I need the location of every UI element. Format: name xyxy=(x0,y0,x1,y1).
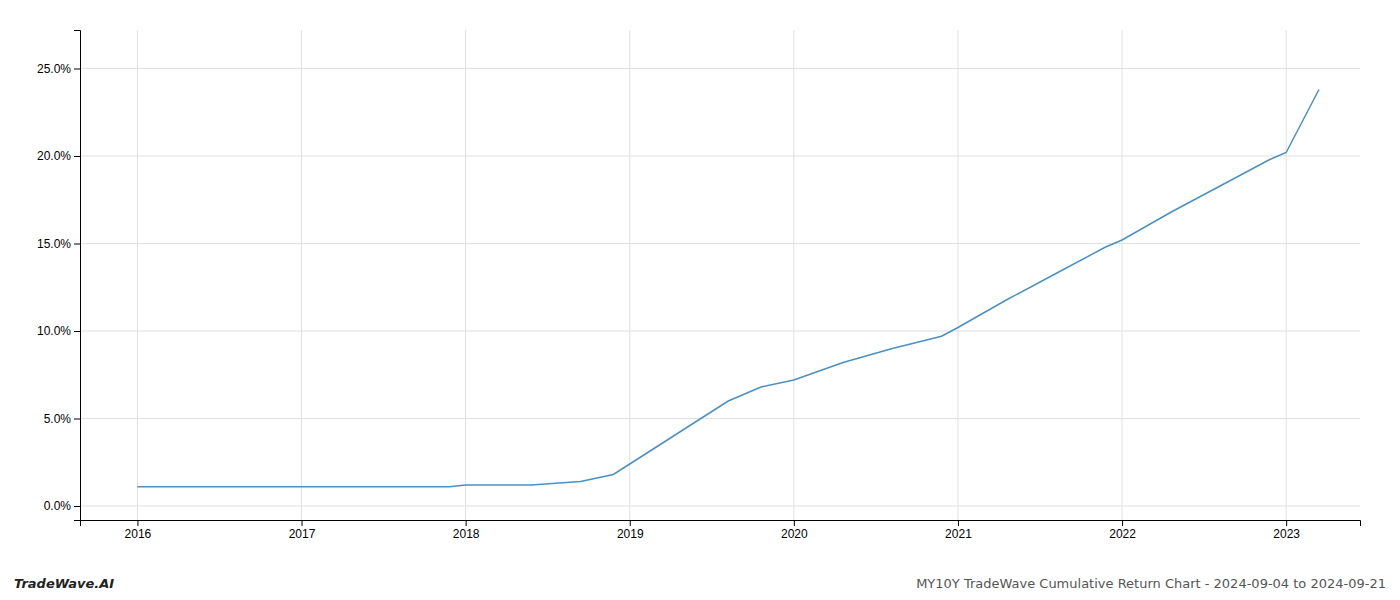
y-tick-label: 25.0% xyxy=(37,62,71,76)
y-tick-mark xyxy=(74,419,80,420)
y-grid-line xyxy=(80,331,1360,332)
y-tick-label: 5.0% xyxy=(44,412,72,426)
line xyxy=(137,90,1319,487)
x-grid-line xyxy=(301,30,302,520)
x-tick-mark xyxy=(302,520,303,526)
y-tick-label: 15.0% xyxy=(37,237,71,251)
y-grid-line xyxy=(80,506,1360,507)
y-axis: 0.0% 5.0% 10.0% 15.0% 20.0% 25.0% xyxy=(37,31,81,521)
marks xyxy=(137,90,1319,487)
x-tick-label: 2022 xyxy=(1109,527,1136,541)
x-tick-mark xyxy=(958,520,959,526)
x-tick-label: 2018 xyxy=(453,527,480,541)
chart-container: 2016 2017 2018 2019 2020 2021 2022 2023 0.0% 5.0%… xyxy=(0,0,1400,600)
x-axis: 2016 2017 2018 2019 2020 2021 2022 2023 xyxy=(81,520,1361,541)
x-grid-line xyxy=(137,30,138,520)
x-grid-line xyxy=(1122,30,1123,520)
x-tick-mark xyxy=(794,520,795,526)
x-tick-label: 2016 xyxy=(125,527,152,541)
x-tick-mark xyxy=(137,520,138,526)
y-tick-mark xyxy=(74,506,80,507)
x-tick-mark xyxy=(466,520,467,526)
footer-right: MY10Y TradeWave Cumulative Return Chart … xyxy=(916,576,1386,591)
x-tick: 2021 xyxy=(945,520,972,541)
chart-svg: 2016 2017 2018 2019 2020 2021 2022 2023 0.0% 5.0%… xyxy=(0,0,1400,600)
x-grid-line xyxy=(957,30,958,520)
y-axis-line xyxy=(74,31,81,521)
y-tick-mark xyxy=(74,244,80,245)
y-grid-line xyxy=(80,418,1360,419)
x-tick: 2020 xyxy=(781,520,808,541)
plot-area: 2016 2017 2018 2019 2020 2021 2022 2023 0.0% 5.0%… xyxy=(37,30,1361,541)
y-tick-label: 20.0% xyxy=(37,149,71,163)
x-tick: 2023 xyxy=(1273,520,1300,541)
y-tick-mark xyxy=(74,331,80,332)
x-tick: 2019 xyxy=(617,520,644,541)
y-tick: 10.0% xyxy=(37,324,80,338)
x-tick: 2016 xyxy=(125,520,152,541)
x-tick-label: 2023 xyxy=(1273,527,1300,541)
x-tick: 2018 xyxy=(453,520,480,541)
x-tick-label: 2020 xyxy=(781,527,808,541)
y-tick: 20.0% xyxy=(37,149,80,163)
x-tick: 2022 xyxy=(1109,520,1136,541)
y-tick: 25.0% xyxy=(37,62,80,76)
y-tick-label: 10.0% xyxy=(37,324,71,338)
x-grid-line xyxy=(629,30,630,520)
x-tick-label: 2017 xyxy=(289,527,316,541)
x-tick-label: 2021 xyxy=(945,527,972,541)
y-grid-line xyxy=(80,156,1360,157)
x-tick-mark xyxy=(1286,520,1287,526)
y-tick-label: 0.0% xyxy=(44,499,72,513)
y-grid-line xyxy=(80,243,1360,244)
y-tick: 0.0% xyxy=(44,499,80,513)
y-tick-mark xyxy=(74,156,80,157)
grid xyxy=(80,30,1360,520)
y-tick-mark xyxy=(74,69,80,70)
x-grid-line xyxy=(1286,30,1287,520)
footer-left: TradeWave.AI xyxy=(14,576,114,591)
x-grid-line xyxy=(465,30,466,520)
x-axis-line xyxy=(81,521,1361,527)
y-grid-line xyxy=(80,68,1360,69)
x-tick-mark xyxy=(630,520,631,526)
x-grid-line xyxy=(793,30,794,520)
x-tick-mark xyxy=(1122,520,1123,526)
y-tick: 15.0% xyxy=(37,237,80,251)
y-tick: 5.0% xyxy=(44,412,80,426)
x-tick-label: 2019 xyxy=(617,527,644,541)
x-tick: 2017 xyxy=(289,520,316,541)
